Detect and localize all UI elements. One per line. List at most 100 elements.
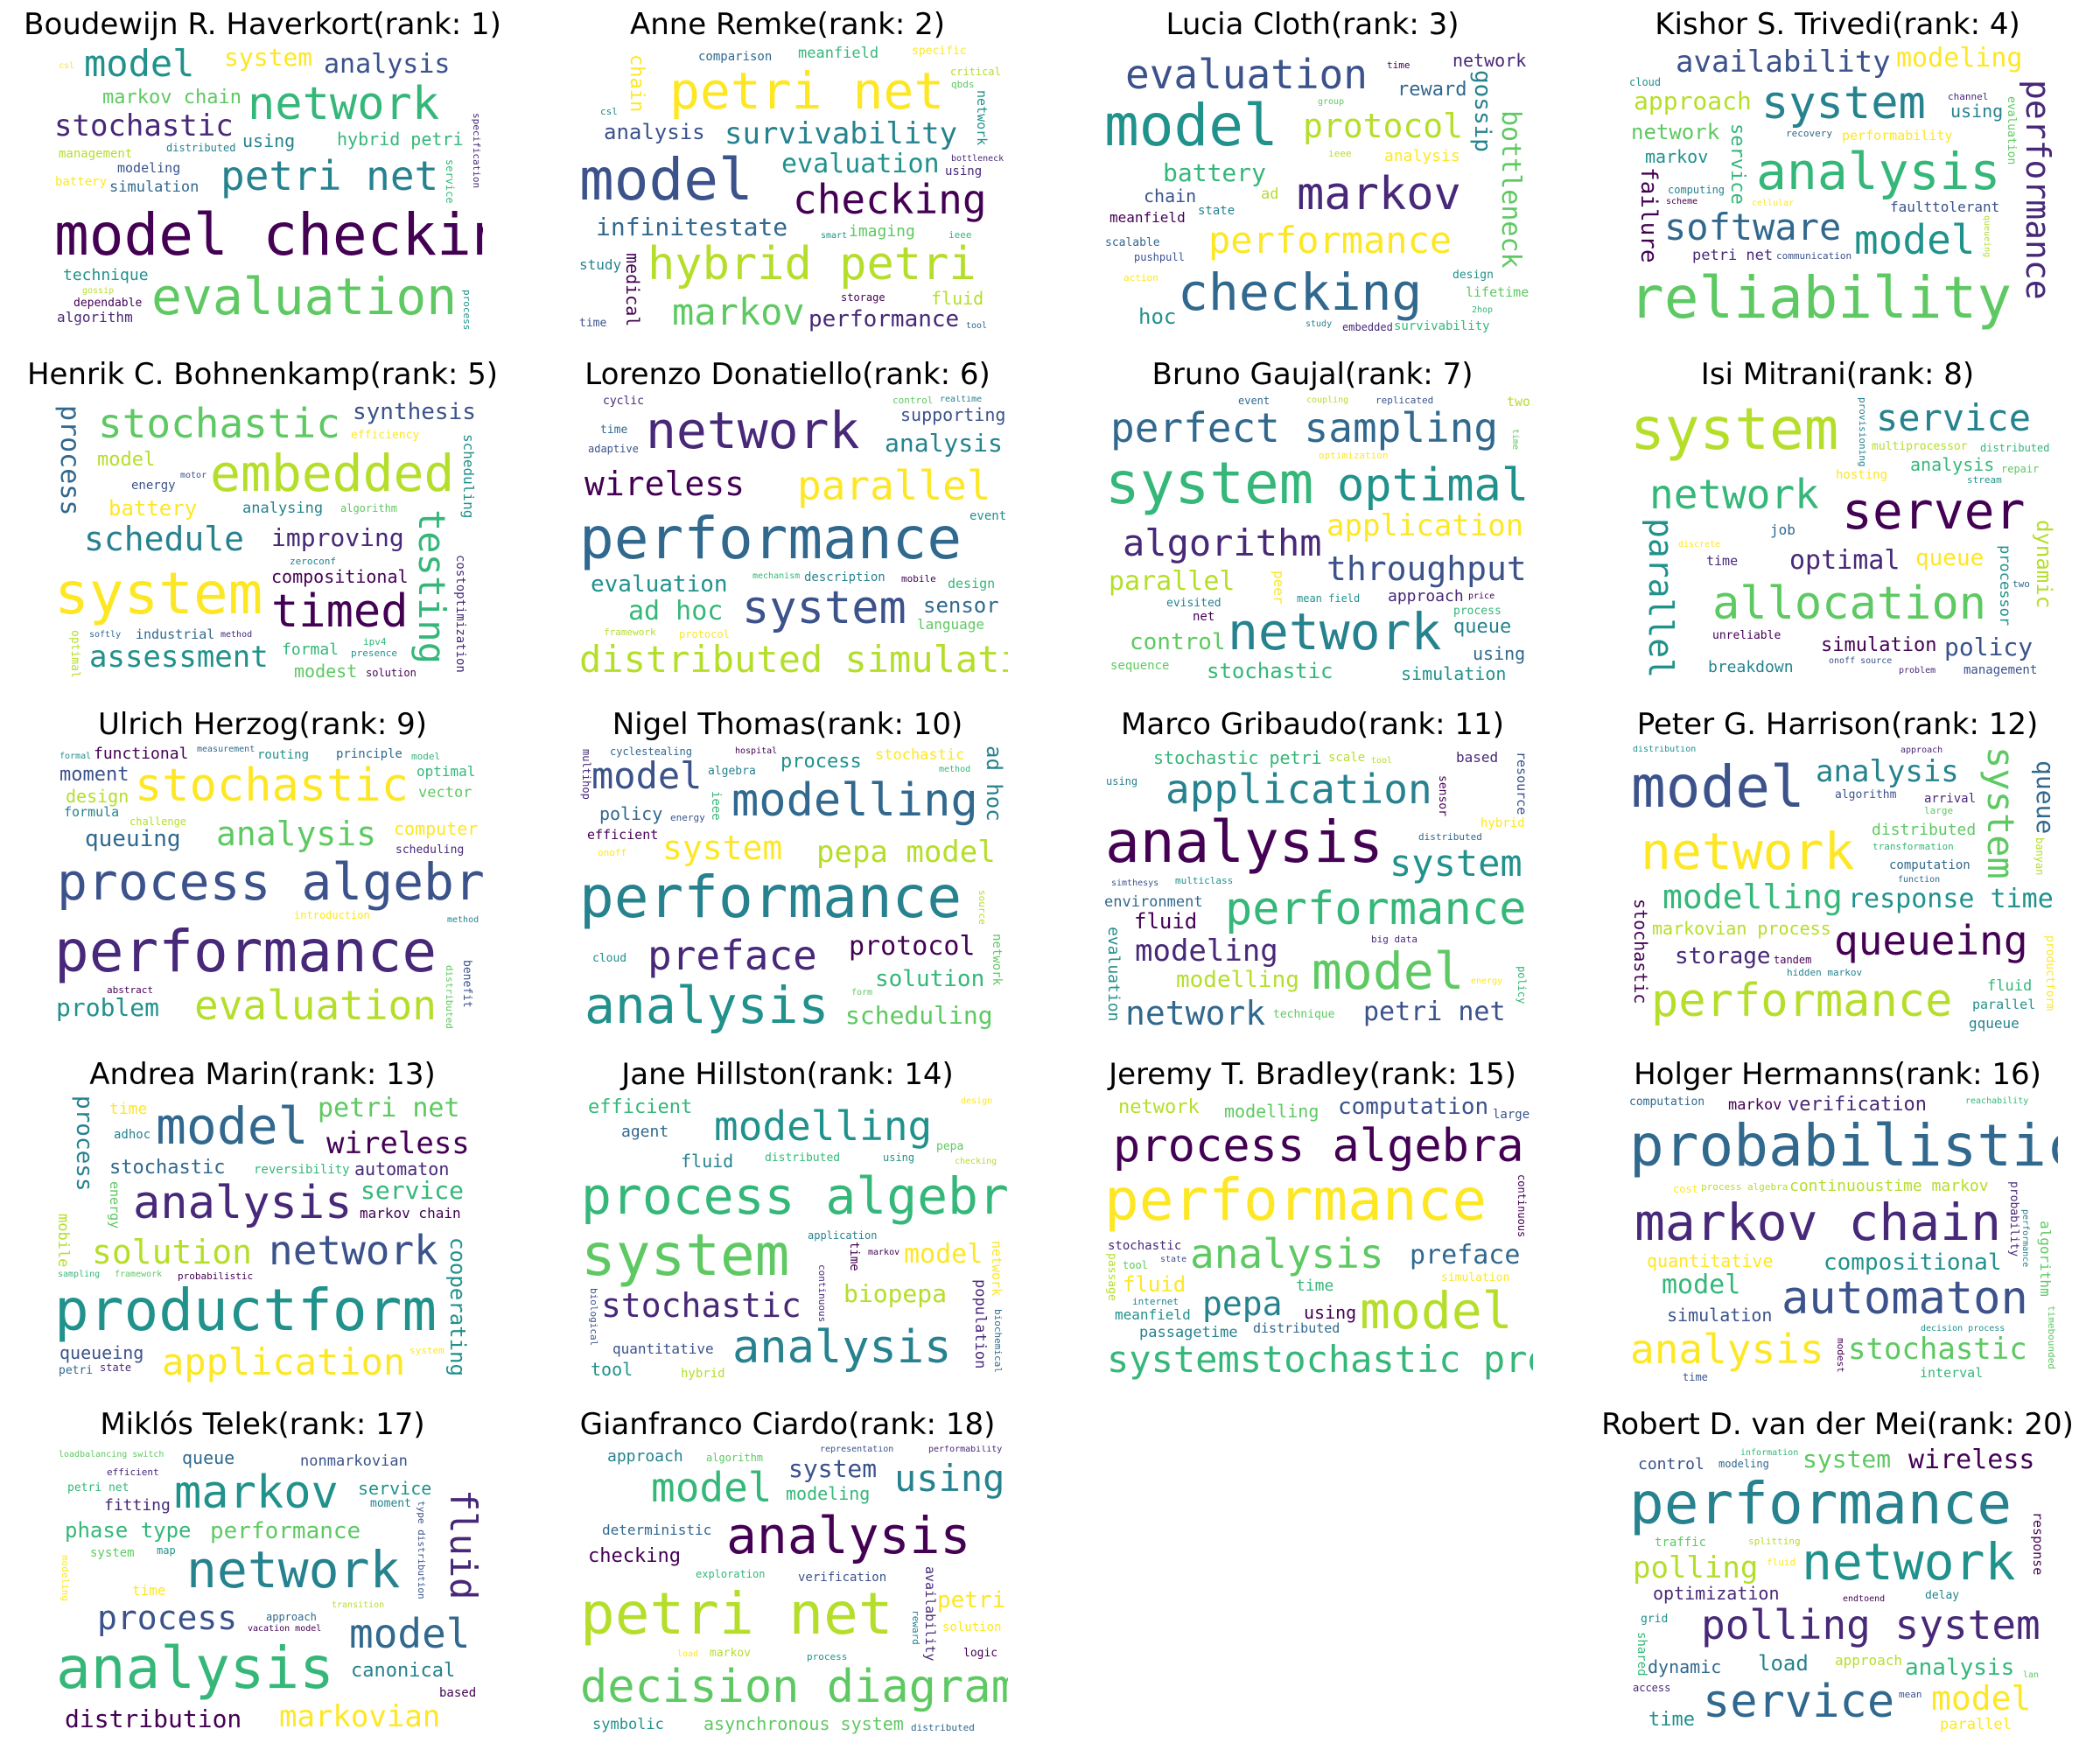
cloud-word: analysing (242, 500, 324, 517)
cloud-word: design (66, 786, 130, 807)
cloud-word: performance (54, 918, 438, 985)
cloud-word: lan (2023, 1670, 2040, 1680)
cloud-word: comparison (698, 50, 773, 64)
cloud-word: modeling (60, 1555, 71, 1601)
cloud-word: internet (1132, 1296, 1179, 1307)
cloud-word: network (1631, 120, 1720, 144)
cloud-word: functional (94, 746, 189, 763)
cloud-word: efficiency (351, 429, 420, 442)
panel-title: Ulrich Herzog(rank: 9) (98, 707, 427, 742)
cloud-word: time (1706, 553, 1739, 569)
cloud-word: reward (910, 1610, 921, 1645)
cloud-word: analysis (216, 815, 377, 853)
cloud-word: presence (351, 648, 397, 659)
cloud-word: tool (1371, 756, 1393, 766)
cloud-word: design (1452, 269, 1494, 282)
wordcloud-panel: Gianfranco Ciardo(rank: 18) petri net anal… (525, 1400, 1050, 1750)
cloud-word: evaluation (151, 267, 458, 326)
cloud-word: stochastic (1207, 659, 1334, 683)
cloud-word: using (883, 1152, 915, 1164)
cloud-word: system (1105, 450, 1314, 517)
cloud-word: using (1950, 101, 2004, 122)
cloud-word: verification (798, 1571, 887, 1585)
cloud-word: motor (180, 471, 207, 480)
panel-title: Boudewijn R. Haverkort(rank: 1) (24, 7, 501, 42)
cloud-word: solution (92, 1233, 253, 1271)
cloud-word: stochastic (1108, 1239, 1182, 1253)
cloud-word: action (1124, 272, 1158, 284)
cloud-word: modelling (1662, 878, 1843, 916)
cloud-word: based (1456, 749, 1499, 766)
wordcloud: system network optimal perfect sampling algo… (1104, 396, 1533, 684)
cloud-word: performance (808, 306, 960, 332)
cloud-word: distribution (65, 1704, 242, 1733)
cloud-word: qbds (951, 79, 975, 90)
cloud-word: system (1802, 1446, 1892, 1474)
cloud-word: challenge (130, 816, 187, 828)
cloud-word: phase type (65, 1518, 192, 1543)
panel-title: Marco Gribaudo(rank: 11) (1121, 707, 1504, 742)
cloud-word: analysis (1630, 1326, 1824, 1373)
cloud-word: evaluation (781, 149, 940, 179)
cloud-word: model (156, 1096, 309, 1156)
cloud-word: meanfield (1115, 1306, 1191, 1323)
cloud-word: biopepa (844, 1279, 948, 1308)
cloud-word: benefit (460, 960, 473, 1008)
cloud-word: policy (1944, 633, 2034, 662)
cloud-word: approach (266, 1611, 317, 1623)
cloud-word: hybrid petri (337, 129, 464, 150)
cloud-word: reversibility (254, 1163, 350, 1177)
cloud-word: analysis (1905, 1655, 2015, 1681)
wordcloud-panel: Holger Hermanns(rank: 16) probabilistic ma… (1575, 1050, 2100, 1400)
cloud-word: grid (1641, 1613, 1669, 1626)
cloud-word: probabilistic (1629, 1112, 2058, 1180)
cloud-word: distributed simulation (579, 638, 1008, 681)
cloud-word: dynamic (1648, 1656, 1722, 1677)
cloud-word: network (646, 401, 860, 460)
cloud-word: language (917, 616, 985, 633)
cloud-word: algorithm (1123, 522, 1322, 564)
cloud-word: battery (1163, 158, 1267, 187)
cloud-word: pepa (936, 1140, 964, 1153)
cloud-word: fluid (1767, 1557, 1796, 1568)
cloud-word: smart (821, 231, 848, 241)
cloud-word: using (894, 1457, 1005, 1500)
cloud-word: model (1631, 753, 1805, 821)
wordcloud: analysis model performance application syste… (1104, 746, 1533, 1034)
cloud-word: transition (332, 1600, 385, 1610)
cloud-word: performance (1104, 1166, 1488, 1234)
wordcloud: reliability analysis system model software pe… (1629, 46, 2058, 334)
panel-title: Lucia Cloth(rank: 3) (1166, 7, 1460, 42)
cloud-word: fitting (104, 1496, 171, 1515)
wordcloud: performance network service polling system m… (1629, 1446, 2058, 1734)
cloud-word: stochastic (135, 760, 410, 812)
wordcloud: performance analysis modelling preface model… (579, 746, 1008, 1034)
cloud-word: network (1125, 994, 1266, 1032)
cloud-word: system (1390, 842, 1522, 885)
cloud-word: large (1493, 1108, 1530, 1122)
cloud-word: state (100, 1362, 132, 1374)
cloud-word: endtoend (1843, 1594, 1886, 1604)
cloud-word: petri net (67, 1481, 130, 1494)
cloud-word: assessment (89, 640, 269, 675)
cloud-word: algorithm (57, 309, 133, 326)
cloud-word: zeroconf (290, 556, 336, 567)
cloud-word: problem (1899, 666, 1936, 676)
cloud-word: network (1118, 1096, 1200, 1118)
cloud-word: hybrid petri (648, 238, 976, 290)
cloud-word: polling (1633, 1550, 1759, 1586)
cloud-word: service (1876, 396, 2032, 439)
cloud-word: scalable (1105, 236, 1160, 249)
panel-title: Bruno Gaujal(rank: 7) (1152, 357, 1474, 392)
wordcloud-panel: Lucia Cloth(rank: 3) model checking markov e… (1050, 0, 1575, 350)
cloud-word: stochastic (98, 400, 340, 447)
cloud-word: queue (1915, 545, 1984, 571)
cloud-word: petri (59, 1364, 94, 1377)
cloud-word: markov (1645, 146, 1709, 167)
cloud-word: using (1304, 1302, 1357, 1323)
cloud-word: hybrid (1480, 816, 1525, 830)
cloud-word: fluid (1123, 1272, 1186, 1297)
cloud-word: evaluation (591, 571, 728, 598)
cloud-word: sensor (923, 593, 999, 618)
cloud-word: embedded (1342, 321, 1393, 333)
